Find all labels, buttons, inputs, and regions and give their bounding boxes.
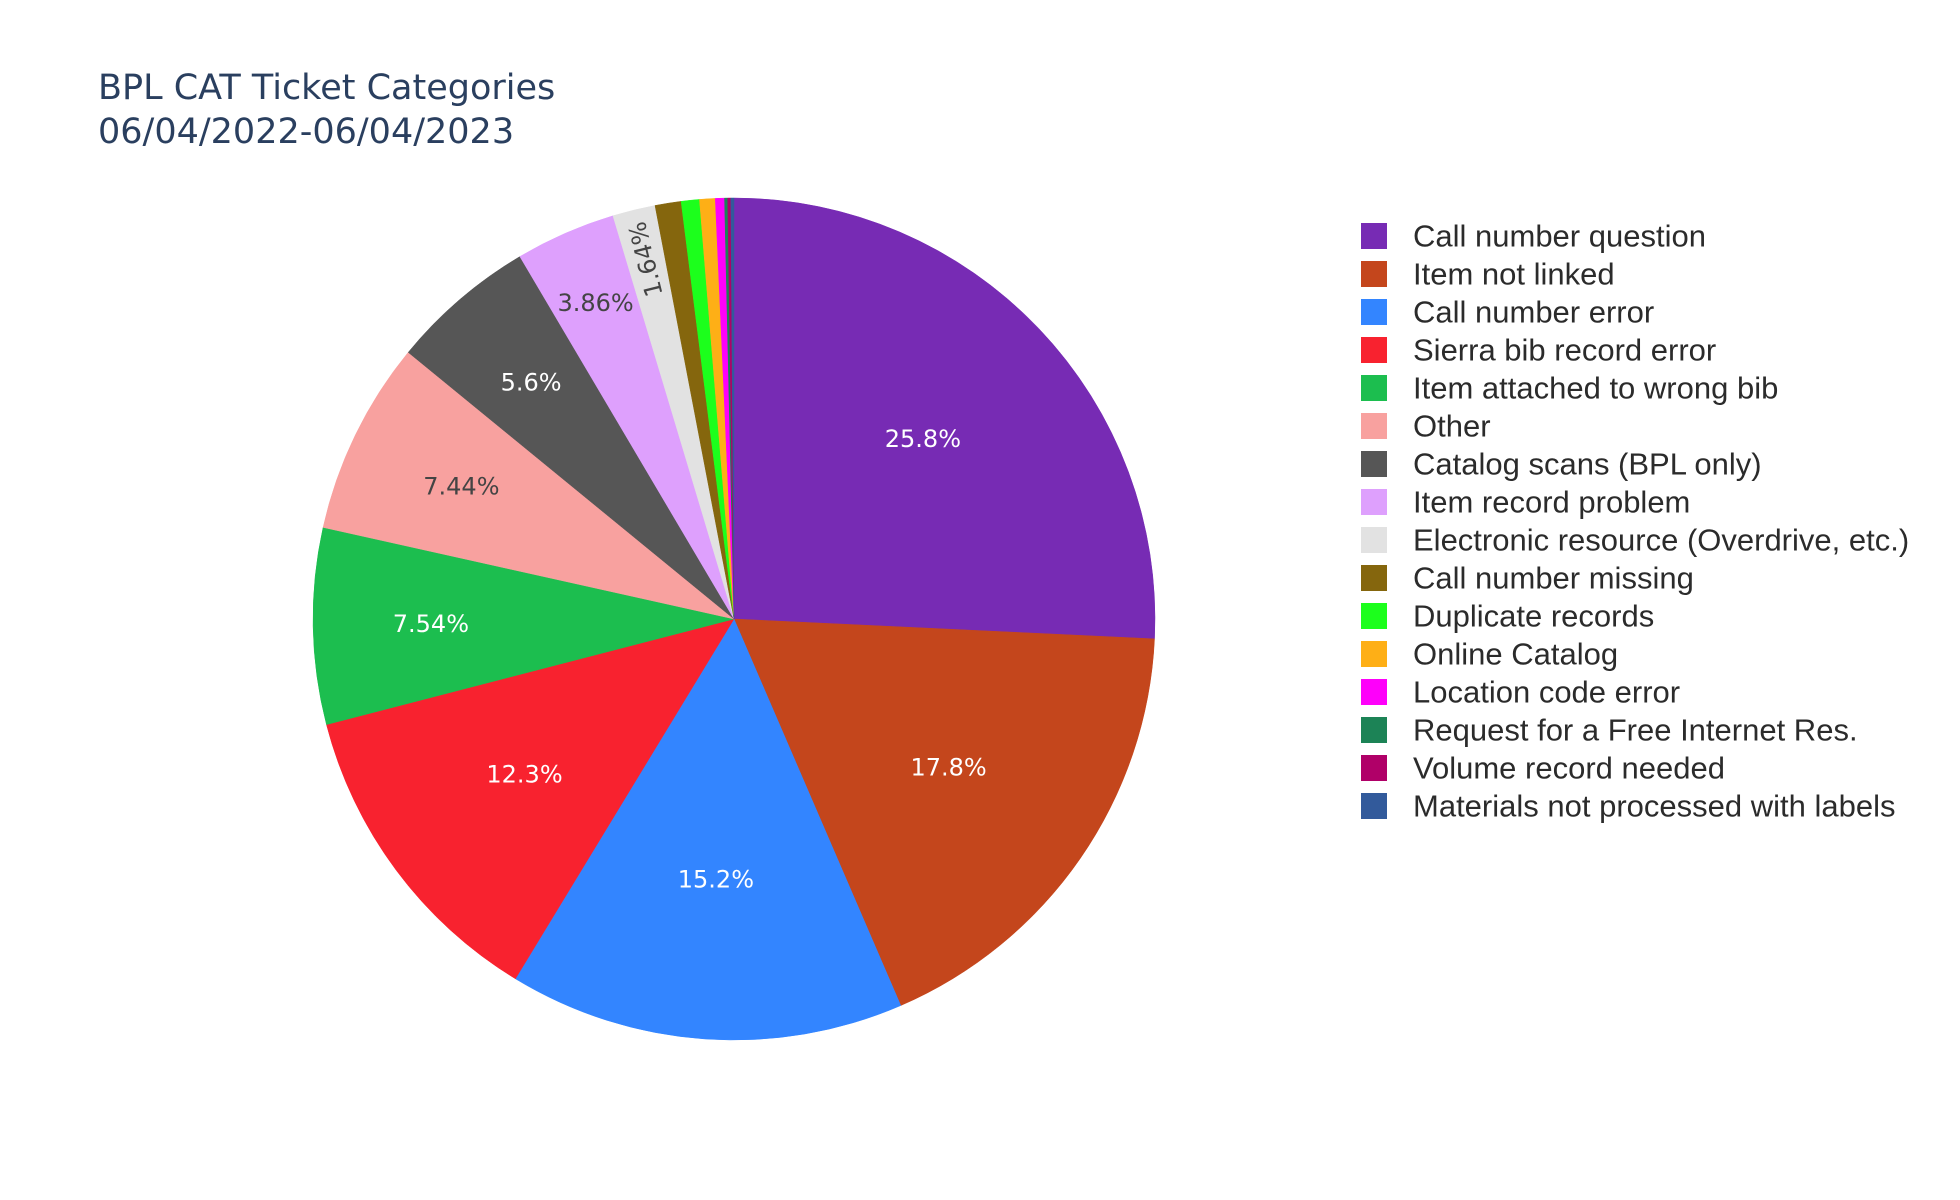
chart-title-block: BPL CAT Ticket Categories 06/04/2022-06/… xyxy=(98,66,555,154)
legend-swatch xyxy=(1361,489,1387,515)
legend-label: Call number error xyxy=(1413,295,1654,330)
legend-item-call-number-error[interactable]: Call number error xyxy=(1361,295,1654,330)
legend-label: Duplicate records xyxy=(1413,599,1654,634)
chart-title: BPL CAT Ticket Categories xyxy=(98,68,556,108)
legend-item-item-attached-to-wrong-bib[interactable]: Item attached to wrong bib xyxy=(1361,371,1778,406)
legend-swatch xyxy=(1361,223,1387,249)
legend-label: Item record problem xyxy=(1413,485,1690,520)
pie-slice-item-attached-to-wrong-bib[interactable] xyxy=(312,527,735,725)
legend-swatch xyxy=(1361,261,1387,287)
legend-swatch xyxy=(1361,679,1387,705)
pie-slice-other[interactable] xyxy=(322,351,735,620)
legend-swatch xyxy=(1361,451,1387,477)
legend-label: Volume record needed xyxy=(1413,751,1725,786)
pie-slice-materials-not-processed-with-labels[interactable] xyxy=(730,197,735,620)
legend-label: Materials not processed with labels xyxy=(1413,789,1895,824)
pie-slices xyxy=(312,197,1156,1041)
legend-label: Request for a Free Internet Res. xyxy=(1413,713,1858,748)
slice-label-other: 7.44% xyxy=(423,472,499,500)
legend-label: Electronic resource (Overdrive, etc.) xyxy=(1413,523,1909,558)
legend-label: Location code error xyxy=(1413,675,1680,710)
legend-item-call-number-question[interactable]: Call number question xyxy=(1361,219,1706,254)
legend-swatch xyxy=(1361,565,1387,591)
pie-slice-item-not-linked[interactable] xyxy=(733,618,1155,1006)
pie-slice-call-number-question[interactable] xyxy=(733,197,1156,640)
legend-item-catalog-scans-bpl-only[interactable]: Catalog scans (BPL only) xyxy=(1361,447,1762,482)
legend-swatch xyxy=(1361,755,1387,781)
legend-label: Item not linked xyxy=(1413,257,1615,292)
legend-swatch xyxy=(1361,337,1387,363)
legend-label: Sierra bib record error xyxy=(1413,333,1716,368)
legend-swatch xyxy=(1361,527,1387,553)
legend-item-item-not-linked[interactable]: Item not linked xyxy=(1361,257,1615,292)
legend-swatch xyxy=(1361,603,1387,629)
slice-label-item-attached-to-wrong-bib: 7.54% xyxy=(393,610,469,638)
legend-swatch xyxy=(1361,375,1387,401)
legend-label: Other xyxy=(1413,409,1491,444)
legend-item-online-catalog[interactable]: Online Catalog xyxy=(1361,637,1618,672)
slice-label-catalog-scans-bpl-only: 5.6% xyxy=(501,369,562,397)
pie-slice-sierra-bib-record-error[interactable] xyxy=(326,618,735,980)
legend-item-materials-not-processed-with-labels[interactable]: Materials not processed with labels xyxy=(1361,789,1895,824)
slice-label-call-number-error: 15.2% xyxy=(678,865,754,893)
legend-item-electronic-resource-overdrive-etc[interactable]: Electronic resource (Overdrive, etc.) xyxy=(1361,523,1909,558)
legend-swatch xyxy=(1361,641,1387,667)
legend-swatch xyxy=(1361,793,1387,819)
slice-label-item-record-problem: 3.86% xyxy=(557,289,633,317)
legend-label: Item attached to wrong bib xyxy=(1413,371,1778,406)
legend-swatch xyxy=(1361,413,1387,439)
legend-label: Online Catalog xyxy=(1413,637,1618,672)
slice-label-call-number-question: 25.8% xyxy=(885,425,961,453)
legend-swatch xyxy=(1361,299,1387,325)
legend-item-duplicate-records[interactable]: Duplicate records xyxy=(1361,599,1654,634)
legend-item-volume-record-needed[interactable]: Volume record needed xyxy=(1361,751,1725,786)
slice-label-item-not-linked: 17.8% xyxy=(910,754,986,782)
slice-label-sierra-bib-record-error: 12.3% xyxy=(486,761,562,789)
pie-slice-catalog-scans-bpl-only[interactable] xyxy=(407,256,735,620)
legend-label: Call number missing xyxy=(1413,561,1694,596)
legend-item-location-code-error[interactable]: Location code error xyxy=(1361,675,1680,710)
legend-item-item-record-problem[interactable]: Item record problem xyxy=(1361,485,1690,520)
chart-subtitle: 06/04/2022-06/04/2023 xyxy=(98,112,515,152)
pie-labels: 25.8%17.8%15.2%12.3%7.54%7.44%5.6%3.86%1… xyxy=(393,219,987,894)
legend-label: Catalog scans (BPL only) xyxy=(1413,447,1762,482)
legend-swatch xyxy=(1361,717,1387,743)
legend-item-call-number-missing[interactable]: Call number missing xyxy=(1361,561,1694,596)
pie-slice-call-number-error[interactable] xyxy=(515,618,902,1041)
legend-item-sierra-bib-record-error[interactable]: Sierra bib record error xyxy=(1361,333,1716,368)
legend-item-other[interactable]: Other xyxy=(1361,409,1491,444)
legend-item-request-for-a-free-internet-res[interactable]: Request for a Free Internet Res. xyxy=(1361,713,1858,748)
legend-label: Call number question xyxy=(1413,219,1706,254)
